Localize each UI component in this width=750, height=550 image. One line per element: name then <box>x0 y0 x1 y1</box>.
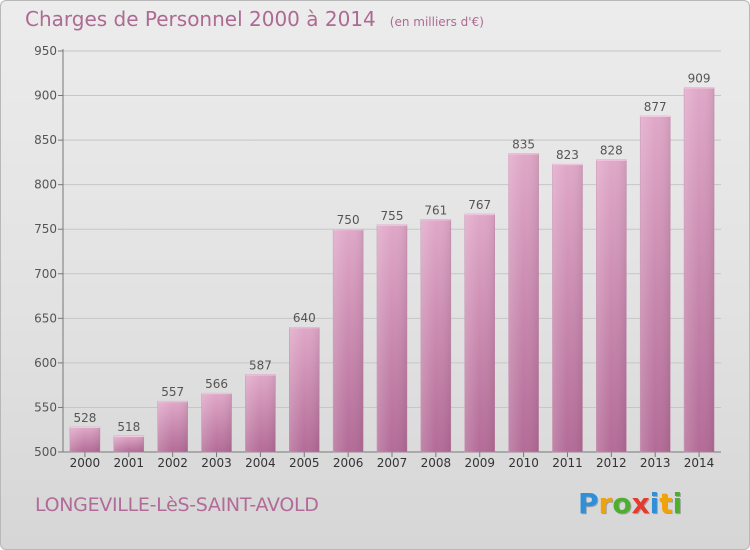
data-label: 518 <box>117 420 140 434</box>
x-tick-label: 2005 <box>289 456 320 470</box>
bar-shine <box>640 116 671 452</box>
x-tick-label: 2003 <box>201 456 232 470</box>
y-tick-label: 700 <box>34 267 57 281</box>
bar-shine <box>289 327 320 452</box>
data-label: 835 <box>512 137 535 151</box>
y-tick-label: 800 <box>34 178 57 192</box>
x-tick-label: 2012 <box>596 456 627 470</box>
data-label: 909 <box>688 72 711 86</box>
x-tick-label: 2013 <box>640 456 671 470</box>
x-tick-label: 2004 <box>245 456 276 470</box>
commune-name: LONGEVILLE-LèS-SAINT-AVOLD <box>35 494 319 516</box>
data-label: 640 <box>293 311 316 325</box>
logo-letter: i <box>672 487 683 520</box>
x-tick-label: 2009 <box>464 456 495 470</box>
y-tick-label: 950 <box>34 44 57 58</box>
bars <box>69 87 715 453</box>
x-tick-label: 2008 <box>421 456 452 470</box>
chart-subtitle: (en milliers d'€) <box>389 15 484 29</box>
logo-letter: t <box>659 487 673 520</box>
logo-letter: o <box>612 487 632 520</box>
x-tick-label: 2006 <box>333 456 364 470</box>
bar-shine <box>113 435 144 452</box>
chart-title: Charges de Personnel 2000 à 2014 <box>25 7 376 31</box>
bar-shine <box>377 224 407 452</box>
data-label: 557 <box>161 385 184 399</box>
x-tick-label: 2000 <box>70 456 101 470</box>
data-label: 755 <box>381 209 404 223</box>
bar-shine <box>552 164 583 452</box>
x-tick-label: 2011 <box>552 456 583 470</box>
logo-letter: i <box>649 487 660 520</box>
bar-shine <box>333 229 364 452</box>
chart-title-block: Charges de Personnel 2000 à 2014 (en mill… <box>25 7 484 31</box>
data-label: 828 <box>600 144 623 158</box>
y-tick-label: 550 <box>34 400 57 414</box>
bar-shine <box>508 153 539 452</box>
bar-shine <box>201 393 232 452</box>
x-tick-label: 2001 <box>114 456 145 470</box>
labels: 500 550 600 650 700 750 800 850 900 950 528 2000 518… <box>34 44 714 470</box>
data-label: 566 <box>205 377 228 391</box>
data-label: 767 <box>468 198 491 212</box>
data-label: 761 <box>424 203 447 217</box>
y-tick-label: 750 <box>34 222 57 236</box>
data-label: 823 <box>556 148 579 162</box>
bar-shine <box>464 214 495 452</box>
y-tick-label: 600 <box>34 356 57 370</box>
bar-shine <box>157 401 188 452</box>
logo-letter: P <box>578 487 599 520</box>
proxiti-logo: Proxiti <box>578 487 682 520</box>
x-tick-label: 2014 <box>684 456 715 470</box>
bar-shine <box>245 374 276 452</box>
x-tick-label: 2010 <box>508 456 539 470</box>
bar-shine <box>69 427 100 452</box>
x-tick-label: 2007 <box>377 456 408 470</box>
y-tick-label: 900 <box>34 89 57 103</box>
y-tick-label: 850 <box>34 133 57 147</box>
logo-letter: r <box>598 487 613 520</box>
y-tick-label: 650 <box>34 311 57 325</box>
x-tick-label: 2002 <box>157 456 188 470</box>
data-label: 877 <box>644 100 667 114</box>
logo-letter: x <box>631 487 650 520</box>
bar-shine <box>684 87 715 452</box>
y-tick-label: 500 <box>34 445 57 459</box>
data-label: 750 <box>337 213 360 227</box>
data-label: 528 <box>73 411 96 425</box>
data-label: 587 <box>249 358 272 372</box>
bar-shine <box>420 219 451 452</box>
bar-shine <box>596 159 627 452</box>
